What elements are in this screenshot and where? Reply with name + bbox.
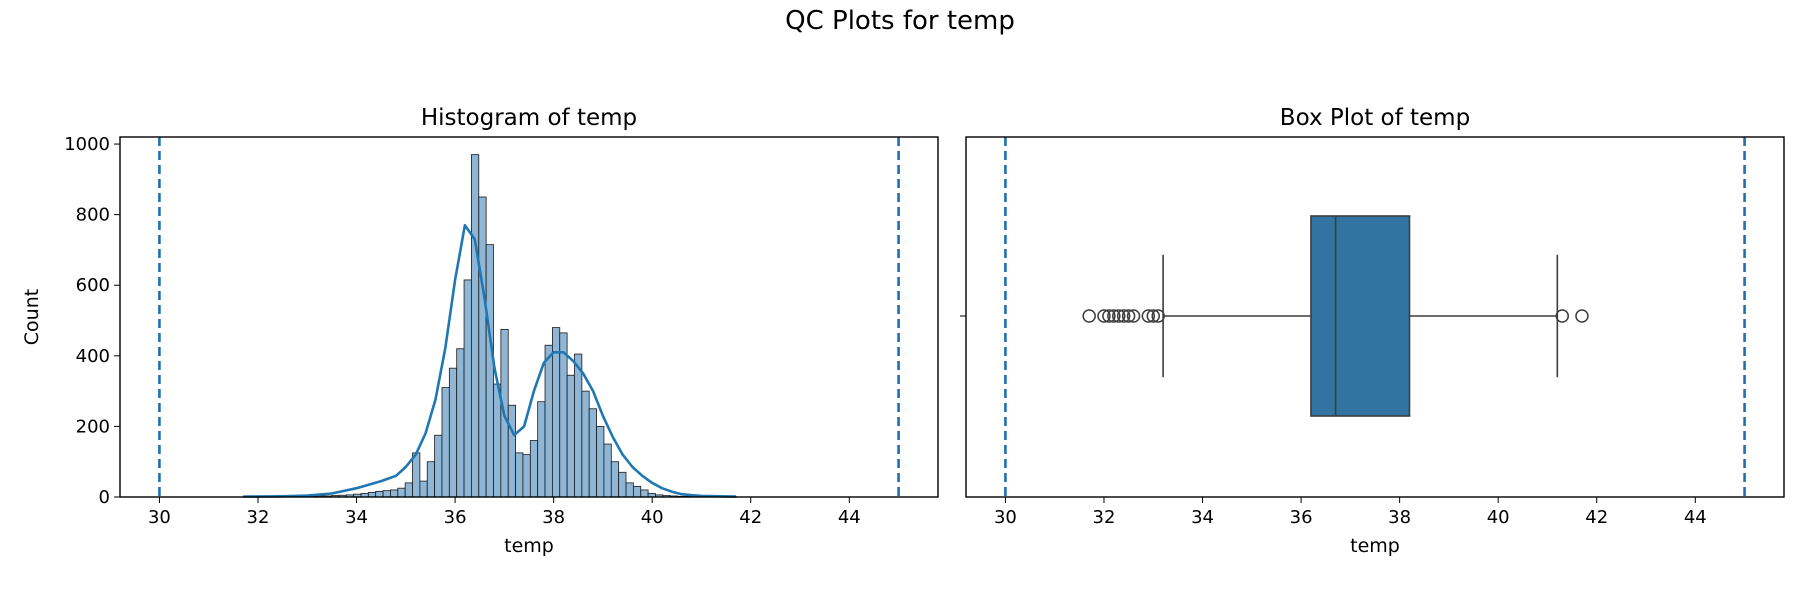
box-plot: 30 32 34 36 38 40 42 44 temp Box Plot of temp <box>960 105 1785 557</box>
histogram-bar <box>426 461 436 498</box>
histogram-bar <box>404 482 413 498</box>
histogram-plot: 0 200 400 600 800 1000 Count 30 32 34 36 38 40 42 44 te… <box>21 105 939 557</box>
histogram-bar <box>463 279 472 498</box>
x-tick-label: 30 <box>148 507 171 528</box>
histogram-bar <box>397 487 406 498</box>
subplot-title: Histogram of temp <box>421 105 637 131</box>
histogram-bar <box>493 383 502 498</box>
histogram-bar <box>456 348 465 498</box>
histogram-bar <box>596 426 605 498</box>
x-axis-label: temp <box>504 535 554 557</box>
x-tick-label: 40 <box>1487 507 1510 528</box>
histogram-bar <box>544 344 553 498</box>
y-tick-label: 200 <box>76 416 110 437</box>
histogram-bar <box>574 353 583 498</box>
x-tick-label: 34 <box>1191 507 1214 528</box>
kde-line <box>243 223 737 498</box>
histogram-bar <box>632 486 642 498</box>
histogram-bar <box>559 332 568 498</box>
histogram-bar <box>478 196 487 498</box>
outlier-point <box>1141 309 1156 323</box>
histogram-bar <box>566 374 575 498</box>
x-tick-label: 42 <box>1585 507 1608 528</box>
x-tick-label: 40 <box>641 507 664 528</box>
y-axis-label: Count <box>21 289 43 345</box>
histogram-bar <box>382 490 391 498</box>
histogram-bar <box>581 390 590 498</box>
x-axis-label: temp <box>1350 535 1400 557</box>
figure-title: QC Plots for temp <box>785 6 1015 36</box>
outlier-point <box>1082 309 1096 323</box>
histogram-bar <box>625 482 634 498</box>
outlier-point <box>1121 309 1136 323</box>
histogram-bar <box>412 452 421 498</box>
histogram-bar <box>610 461 620 498</box>
outlier-point <box>1146 309 1161 323</box>
outlier-point <box>1151 309 1165 323</box>
outlier-point <box>1097 309 1111 323</box>
histogram-bar <box>588 408 597 498</box>
histogram-bar <box>434 434 443 498</box>
x-tick-label: 32 <box>247 507 270 528</box>
iqr-box <box>1310 215 1411 417</box>
histogram-bar <box>618 471 627 498</box>
outlier-point <box>1112 309 1126 323</box>
histogram-bar <box>471 154 480 498</box>
x-tick-label: 36 <box>1290 507 1313 528</box>
subplot-title: Box Plot of temp <box>1280 105 1470 131</box>
axes-frame <box>119 136 939 498</box>
histogram-bar <box>603 443 612 498</box>
x-tick-label: 36 <box>444 507 467 528</box>
histogram-bar <box>441 387 450 498</box>
histogram-bar <box>507 404 516 498</box>
histogram-bar <box>529 440 539 498</box>
outlier-point <box>1107 309 1121 323</box>
outlier-point <box>1102 309 1116 323</box>
x-tick-label: 38 <box>1388 507 1411 528</box>
histogram-bar <box>640 489 649 498</box>
axes-frame <box>965 136 1785 498</box>
outlier-point <box>1575 309 1589 323</box>
x-tick-label: 38 <box>542 507 565 528</box>
histogram-bar <box>537 401 546 498</box>
y-tick-label: 1000 <box>64 134 110 155</box>
y-tick-label: 400 <box>76 346 110 367</box>
x-tick-label: 30 <box>994 507 1017 528</box>
outlier-point <box>1555 309 1570 323</box>
histogram-bar <box>375 490 384 498</box>
histogram-bar <box>390 489 399 498</box>
x-tick-label: 32 <box>1093 507 1116 528</box>
x-tick-label: 44 <box>1684 507 1707 528</box>
histogram-bar <box>485 244 494 498</box>
histogram-bar <box>522 454 531 498</box>
y-tick-label: 600 <box>76 275 110 296</box>
y-tick-label: 800 <box>76 205 110 226</box>
outlier-point <box>1116 309 1131 323</box>
x-tick-label: 34 <box>345 507 368 528</box>
histogram-bar <box>515 452 524 498</box>
y-tick-label: 0 <box>99 487 110 508</box>
x-tick-label: 44 <box>838 507 861 528</box>
x-tick-label: 42 <box>739 507 762 528</box>
outlier-point <box>1126 309 1141 323</box>
histogram-bar <box>448 367 458 498</box>
histogram-bar <box>419 480 428 498</box>
